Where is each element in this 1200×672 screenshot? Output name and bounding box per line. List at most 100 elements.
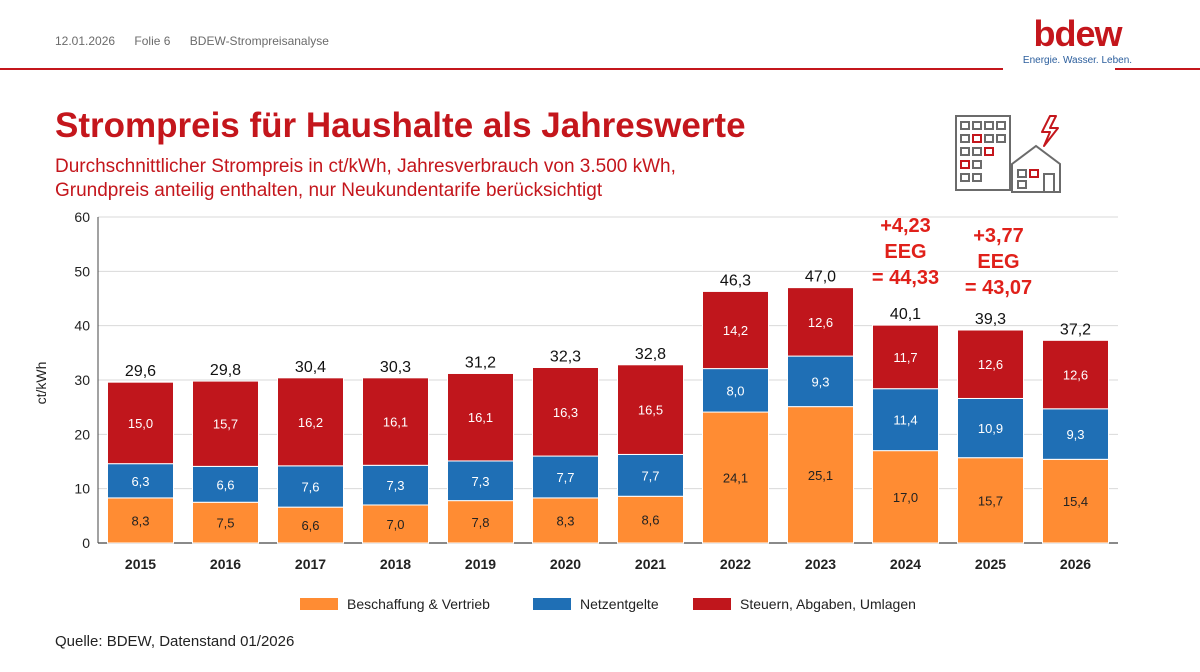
legend-label: Beschaffung & Vertrieb (347, 596, 490, 612)
bar-segment-netzentgelte (532, 455, 599, 499)
y-tick-label: 20 (74, 426, 90, 442)
data-label: 7,8 (471, 515, 489, 530)
x-tick-label: 2020 (550, 556, 581, 572)
y-tick-label: 50 (74, 263, 90, 279)
eeg-annotation: EEG (977, 251, 1019, 273)
bar-segment-netzentgelte (277, 465, 344, 508)
slide-header: 12.01.2026 Folie 6 BDEW-Strompreisanalys… (55, 34, 345, 48)
total-label: 39,3 (975, 311, 1006, 328)
bar-segment-beschaffung (617, 495, 684, 544)
x-tick-label: 2022 (720, 556, 751, 572)
bar-segment-steuern (532, 367, 599, 457)
bar-segment-netzentgelte (1042, 408, 1109, 460)
building-house-illustration (955, 115, 1061, 193)
total-label: 32,8 (635, 346, 666, 363)
data-label: 6,6 (301, 518, 319, 533)
y-tick-label: 10 (74, 481, 90, 497)
data-label: 15,4 (1063, 494, 1088, 509)
data-label: 12,6 (808, 315, 833, 330)
bar-segment-steuern (1042, 339, 1109, 410)
bar-segment-beschaffung (107, 497, 174, 544)
x-tick-label: 2017 (295, 556, 326, 572)
lightning-icon (1041, 115, 1059, 147)
eeg-annotation: +3,77 (973, 225, 1024, 247)
header-divider-left (0, 68, 1003, 70)
data-label: 16,2 (298, 415, 323, 430)
bar-segment-steuern (872, 324, 939, 390)
bar-segment-steuern (447, 372, 514, 462)
total-label: 29,8 (210, 362, 241, 379)
logo-tagline: Energie. Wasser. Leben. (1022, 55, 1133, 66)
bar-segment-beschaffung (192, 501, 259, 544)
header-divider-right (1115, 68, 1200, 70)
bar-segment-netzentgelte (107, 463, 174, 499)
data-label: 7,5 (216, 516, 234, 531)
x-tick-label: 2016 (210, 556, 241, 572)
bar-segment-steuern (787, 287, 854, 357)
data-label: 11,4 (893, 413, 917, 428)
bar-segment-netzentgelte (872, 388, 939, 452)
data-label: 7,6 (301, 479, 319, 494)
bar-segment-steuern (107, 381, 174, 465)
eeg-annotation: = 43,07 (965, 277, 1032, 299)
data-label: 25,1 (808, 468, 833, 483)
x-tick-label: 2026 (1060, 556, 1091, 572)
bar-segment-beschaffung (1042, 458, 1109, 544)
bar-segment-beschaffung (787, 406, 854, 544)
data-label: 14,2 (723, 323, 748, 338)
legend-swatch-steuern (693, 598, 731, 610)
bar-segment-netzentgelte (957, 397, 1024, 459)
y-tick-label: 30 (74, 372, 90, 388)
data-label: 7,3 (386, 478, 404, 493)
total-label: 37,2 (1060, 321, 1091, 338)
data-label: 8,3 (131, 513, 149, 528)
slide-date: 12.01.2026 (55, 34, 116, 48)
subtitle-line-2: Grundpreis anteilig enthalten, nur Neuku… (55, 180, 603, 201)
total-label: 32,3 (550, 349, 581, 366)
x-tick-label: 2024 (890, 556, 921, 572)
bdew-logo: bdew Energie. Wasser. Leben. (1020, 14, 1135, 67)
total-label: 30,4 (295, 359, 326, 376)
data-label: 24,1 (723, 471, 748, 486)
data-label: 8,0 (726, 383, 744, 398)
x-tick-label: 2019 (465, 556, 496, 572)
bar-segment-beschaffung (532, 497, 599, 544)
data-label: 16,5 (638, 403, 663, 418)
data-label: 15,7 (978, 493, 1003, 508)
data-label: 17,0 (893, 490, 918, 505)
y-tick-label: 40 (74, 318, 90, 334)
data-label: 11,7 (893, 350, 917, 365)
data-label: 8,3 (556, 513, 574, 528)
data-label: 16,3 (553, 405, 578, 420)
apartment-building-icon (955, 115, 1011, 191)
eeg-annotation: = 44,33 (872, 267, 939, 289)
slide-number: Folie 6 (134, 34, 171, 48)
total-label: 47,0 (805, 269, 836, 286)
data-label: 10,9 (978, 421, 1003, 436)
x-tick-label: 2015 (125, 556, 156, 572)
bar-segment-netzentgelte (362, 464, 429, 506)
data-label: 6,6 (216, 477, 234, 492)
data-label: 9,3 (1066, 427, 1084, 442)
bar-segment-netzentgelte (787, 355, 854, 408)
data-label: 16,1 (468, 410, 493, 425)
data-label: 7,7 (556, 470, 574, 485)
x-tick-label: 2018 (380, 556, 411, 572)
data-label: 7,0 (386, 517, 404, 532)
bar-segment-netzentgelte (447, 460, 514, 502)
bar-segment-steuern (617, 364, 684, 455)
bar-segment-beschaffung (957, 457, 1024, 544)
data-label: 15,7 (213, 417, 238, 432)
eeg-annotation: +4,23 (880, 215, 931, 237)
total-label: 46,3 (720, 272, 751, 289)
source-note: Quelle: BDEW, Datenstand 01/2026 (55, 633, 295, 650)
data-label: 7,3 (471, 474, 489, 489)
bar-segment-beschaffung (362, 504, 429, 544)
bar-segment-netzentgelte (192, 465, 259, 503)
bar-segment-beschaffung (872, 450, 939, 544)
bar-segment-steuern (362, 377, 429, 466)
y-tick-label: 60 (74, 209, 90, 225)
data-label: 8,6 (641, 513, 659, 528)
data-label: 12,6 (978, 357, 1003, 372)
electricity-price-chart: ct/kWh 0 10 20 30 40 50 60 8,3 6,3 15,0 29,6 2015 7,… (33, 209, 1118, 612)
